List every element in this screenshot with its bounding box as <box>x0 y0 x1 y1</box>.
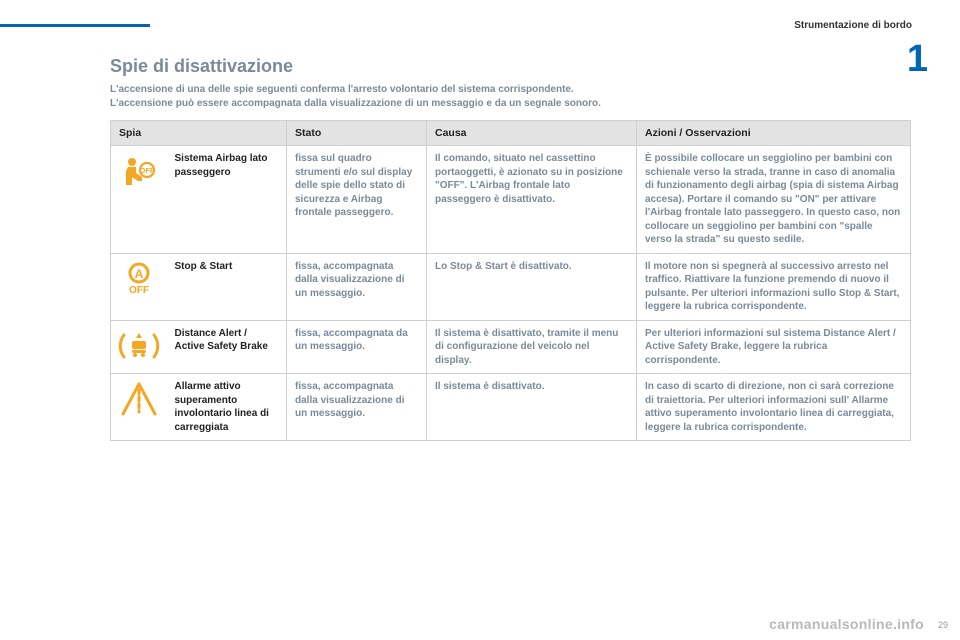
icon-cell <box>111 320 167 374</box>
table-row: Distance Alert / Active Safety Brake fis… <box>111 320 911 374</box>
table-row: A OFF Stop & Start fissa, accompagnata d… <box>111 253 911 320</box>
indicators-table: Spia Stato Causa Azioni / Osservazioni <box>110 120 911 441</box>
icon-cell: A OFF <box>111 253 167 320</box>
stop-start-off-icon: A OFF <box>117 260 161 298</box>
page-number: 29 <box>938 620 948 630</box>
row-name: Distance Alert / Active Safety Brake <box>167 320 287 374</box>
row-azioni: Per ulteriori informazioni sul sistema D… <box>637 320 911 374</box>
col-azioni: Azioni / Osservazioni <box>637 121 911 146</box>
header-rule <box>0 24 150 27</box>
intro-line-2: L'accensione può essere accompagnata dal… <box>110 97 910 111</box>
svg-text:OFF: OFF <box>139 166 154 175</box>
row-azioni: Il motore non si spegnerà al successivo … <box>637 253 911 320</box>
icon-cell: OFF <box>111 146 167 254</box>
svg-text:OFF: OFF <box>129 285 149 296</box>
row-causa: Il comando, situato nel cassettino porta… <box>427 146 637 254</box>
table-row: OFF Sistema Airbag lato passeggero fissa… <box>111 146 911 254</box>
page-title: Spie di disattivazione <box>110 56 910 77</box>
row-causa: Lo Stop & Start è disattivato. <box>427 253 637 320</box>
table-row: Allarme attivo superamento involontario … <box>111 374 911 441</box>
airbag-off-icon: OFF <box>117 152 161 190</box>
intro-line-1: L'accensione di una delle spie seguenti … <box>110 83 910 97</box>
row-stato: fissa, accompagnata dalla visualizzazion… <box>287 253 427 320</box>
row-stato: fissa, accompagnata da un messaggio. <box>287 320 427 374</box>
row-causa: Il sistema è disattivato. <box>427 374 637 441</box>
row-stato: fissa, accompagnata dalla visualizzazion… <box>287 374 427 441</box>
row-stato: fissa sul quadro strumenti e/o sul displ… <box>287 146 427 254</box>
chapter-number: 1 <box>907 38 928 81</box>
row-causa: Il sistema è disattivato, tramite il men… <box>427 320 637 374</box>
breadcrumb: Strumentazione di bordo <box>794 20 912 31</box>
intro-text: L'accensione di una delle spie seguenti … <box>110 83 910 110</box>
svg-text:A: A <box>134 267 143 281</box>
col-spia: Spia <box>111 121 287 146</box>
row-name: Sistema Airbag lato passeggero <box>167 146 287 254</box>
row-name: Stop & Start <box>167 253 287 320</box>
row-azioni: È possibile collocare un seggiolino per … <box>637 146 911 254</box>
row-name: Allarme attivo superamento involontario … <box>167 374 287 441</box>
icon-cell <box>111 374 167 441</box>
lane-departure-icon <box>117 380 161 418</box>
page-content: Spie di disattivazione L'accensione di u… <box>110 56 910 441</box>
row-azioni: In caso di scarto di direzione, non ci s… <box>637 374 911 441</box>
col-causa: Causa <box>427 121 637 146</box>
col-stato: Stato <box>287 121 427 146</box>
table-header-row: Spia Stato Causa Azioni / Osservazioni <box>111 121 911 146</box>
distance-alert-icon <box>117 327 161 365</box>
watermark: carmanualsonline.info <box>769 616 924 632</box>
